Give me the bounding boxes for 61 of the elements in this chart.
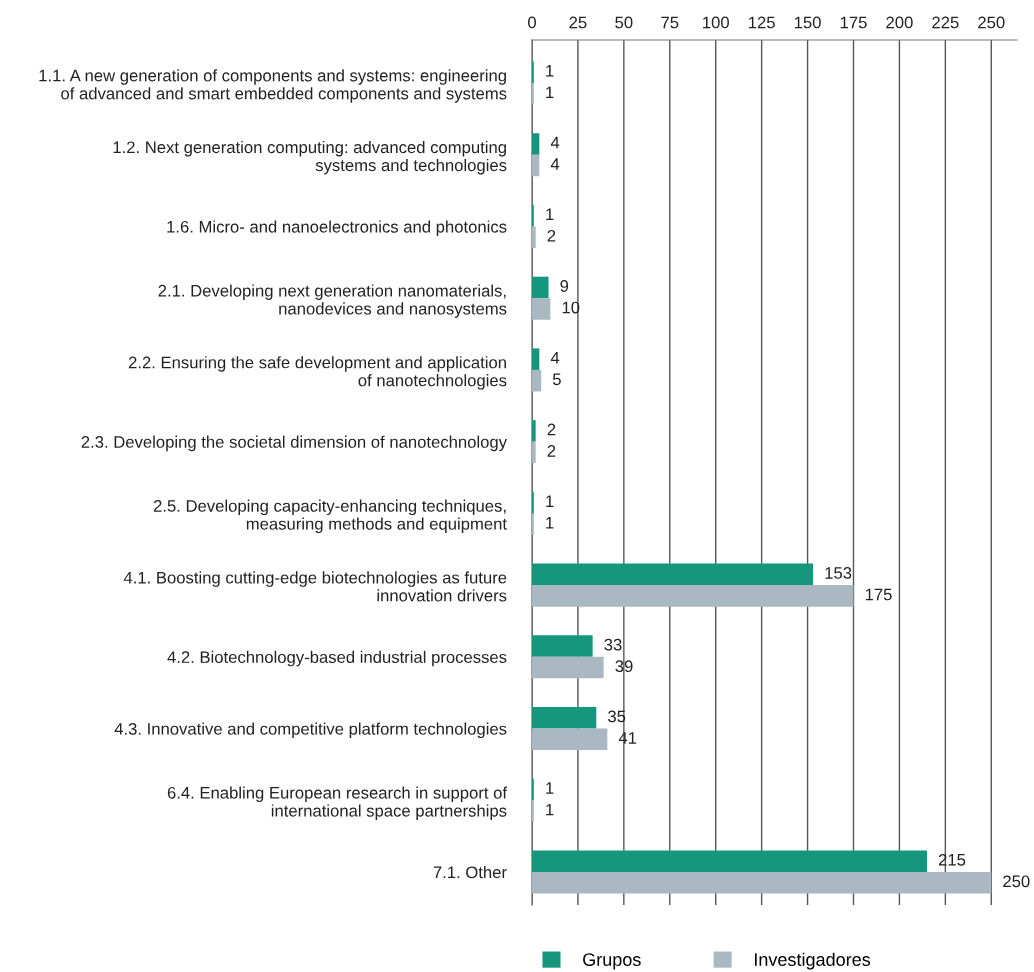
data-label: 1 xyxy=(546,86,554,99)
data-label: 1 xyxy=(546,516,554,529)
x-tick-label: 100 xyxy=(703,16,729,29)
y-tick-label: 4.1. Boosting cutting-edge biotechnologies as future innovation drivers xyxy=(123,571,507,602)
bar xyxy=(532,635,593,657)
bar xyxy=(532,872,992,894)
data-label: 4 xyxy=(550,136,560,149)
bar xyxy=(532,850,927,873)
data-label: 153 xyxy=(825,567,852,579)
data-label: 4 xyxy=(550,158,560,170)
x-tick-label: 75 xyxy=(661,16,679,29)
bar xyxy=(532,707,597,729)
y-tick-label: 1.2. Next generation computing: advanced computing systems and technologies xyxy=(113,140,507,175)
y-tick-label: 1.6. Micro- and nanoelectronics and photonics xyxy=(167,220,507,236)
data-label: 1 xyxy=(546,65,554,77)
data-label: 33 xyxy=(604,638,622,651)
bar xyxy=(532,585,854,607)
x-tick-label: 175 xyxy=(840,16,867,29)
data-label: 1 xyxy=(546,495,554,507)
x-tick-label: 150 xyxy=(794,16,821,29)
data-label: 1 xyxy=(546,782,554,794)
x-tick-label: 200 xyxy=(886,16,913,29)
legend-label: Grupos xyxy=(583,953,641,970)
bar xyxy=(532,563,814,586)
bar xyxy=(532,420,536,442)
data-label: 1 xyxy=(546,803,554,816)
bar xyxy=(532,133,540,155)
data-label: 9 xyxy=(560,280,569,292)
bar xyxy=(532,441,536,464)
data-label: 4 xyxy=(550,352,560,364)
data-label: 5 xyxy=(552,373,561,386)
x-tick-label: 25 xyxy=(569,16,587,29)
bar xyxy=(532,276,549,299)
data-label: 250 xyxy=(1003,875,1030,888)
y-tick-label: 2.2. Ensuring the safe development and application of nanotechnologies xyxy=(128,356,507,390)
y-tick-label: 2.5. Developing capacity-enhancing techniques, measuring methods and equipment xyxy=(153,499,507,534)
y-tick-label: 2.1. Developing next generation nanomaterials, nanodevices and nanosystems xyxy=(158,284,507,318)
y-tick-label: 1.1. A new generation of components and systems: engineering of advanced and smart embedded components and systems xyxy=(39,69,507,103)
bar xyxy=(532,348,540,370)
legend-label: Investigadores xyxy=(754,952,871,970)
data-label: 175 xyxy=(865,588,892,601)
x-tick-label: 50 xyxy=(615,16,633,29)
y-tick-label: 2.3. Developing the societal dimension of nanotechnology xyxy=(81,435,507,452)
bar xyxy=(532,656,604,679)
x-tick-label: 0 xyxy=(528,16,536,29)
y-tick-label: 4.3. Innovative and competitive platform technologies xyxy=(114,722,507,739)
y-tick-label: 7.1. Other xyxy=(433,865,507,879)
data-label: 2 xyxy=(547,229,556,242)
data-label: 2 xyxy=(547,445,556,457)
x-tick-label: 250 xyxy=(978,16,1005,29)
y-tick-label: 4.2. Biotechnology-based industrial processes xyxy=(167,650,507,667)
y-tick-label: 6.4. Enabling European research in support of international space partnerships xyxy=(167,786,508,820)
x-tick-label: 225 xyxy=(932,16,959,29)
bar xyxy=(532,154,540,177)
bar xyxy=(532,728,608,751)
data-label: 2 xyxy=(547,423,556,436)
bar xyxy=(532,226,536,248)
x-tick-label: 125 xyxy=(749,16,775,29)
bar xyxy=(532,298,551,320)
data-label: 1 xyxy=(546,208,554,221)
bar xyxy=(532,369,542,392)
